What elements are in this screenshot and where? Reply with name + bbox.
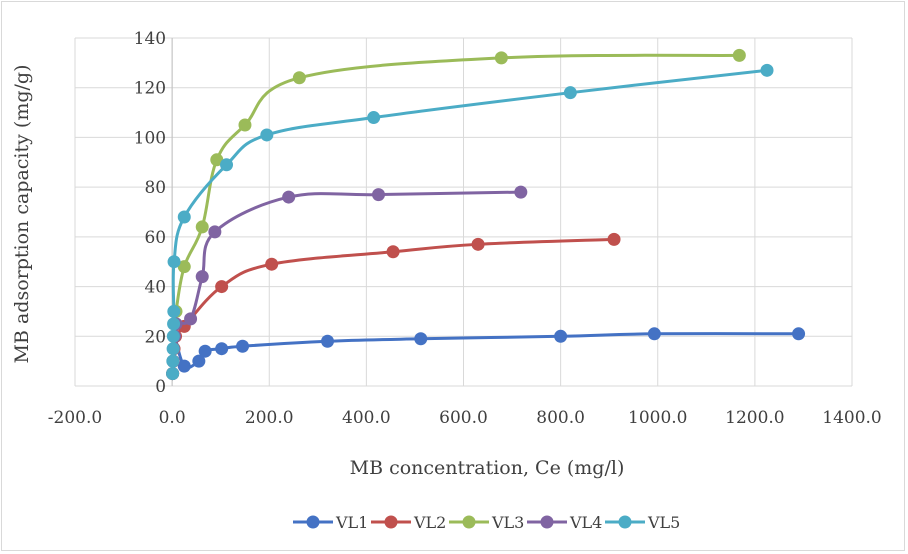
series-line bbox=[171, 332, 799, 374]
legend-marker bbox=[306, 515, 320, 529]
data-point bbox=[372, 188, 386, 202]
data-point bbox=[184, 312, 198, 326]
legend-item-vl5: VL5 bbox=[605, 513, 680, 532]
data-point bbox=[177, 359, 191, 373]
data-point bbox=[208, 225, 222, 239]
y-tick-label: 60 bbox=[144, 228, 166, 248]
y-tick-label: 20 bbox=[144, 327, 166, 347]
data-point bbox=[386, 245, 400, 259]
y-tick-label: 80 bbox=[144, 178, 166, 198]
x-tick-label: 0.0 bbox=[159, 408, 186, 428]
x-tick-label: 400.0 bbox=[342, 408, 391, 428]
series-layer bbox=[166, 48, 806, 381]
data-point bbox=[166, 367, 180, 381]
legend-label: VL2 bbox=[413, 513, 446, 532]
data-point bbox=[292, 71, 306, 85]
data-point bbox=[236, 339, 250, 353]
data-point bbox=[732, 48, 746, 62]
series-line bbox=[171, 53, 740, 374]
series-line bbox=[171, 68, 768, 374]
series-vl5 bbox=[166, 63, 774, 381]
data-point bbox=[494, 51, 508, 65]
legend-marker bbox=[618, 515, 632, 529]
data-point bbox=[607, 232, 621, 246]
y-tick-label: 40 bbox=[144, 278, 166, 298]
data-point bbox=[177, 210, 191, 224]
data-point bbox=[514, 185, 528, 199]
legend-marker bbox=[462, 515, 476, 529]
data-point bbox=[563, 86, 577, 100]
data-point bbox=[192, 354, 206, 368]
legend-label: VL5 bbox=[647, 513, 680, 532]
data-point bbox=[198, 344, 212, 358]
series-vl2 bbox=[166, 232, 621, 381]
data-point bbox=[238, 118, 252, 132]
data-point bbox=[260, 128, 274, 142]
legend-label: VL3 bbox=[491, 513, 524, 532]
x-tick-labels: -200.0 0.0 200.0 400.0 600.0 800.0 1000.0 1200.… bbox=[48, 408, 882, 428]
legend: VL1 VL2 VL3 VL4 VL5 bbox=[293, 513, 680, 532]
y-tick-labels: 0 20 40 60 80 100 120 140 bbox=[134, 29, 166, 397]
legend-item-vl1: VL1 bbox=[293, 513, 368, 532]
data-point bbox=[414, 332, 428, 346]
x-tick-label: 1400.0 bbox=[822, 408, 881, 428]
data-point bbox=[166, 329, 180, 343]
data-point bbox=[265, 257, 279, 271]
x-axis-title: MB concentration, Ce (mg/l) bbox=[350, 457, 625, 479]
data-point bbox=[166, 354, 180, 368]
legend-item-vl2: VL2 bbox=[371, 513, 446, 532]
x-tick-label: 800.0 bbox=[536, 408, 585, 428]
data-point bbox=[282, 190, 296, 204]
data-point bbox=[195, 270, 209, 284]
data-point bbox=[647, 327, 661, 341]
y-tick-label: 100 bbox=[134, 128, 166, 148]
x-tick-label: 200.0 bbox=[245, 408, 294, 428]
x-tick-label: 600.0 bbox=[439, 408, 488, 428]
legend-label: VL4 bbox=[569, 513, 602, 532]
data-point bbox=[167, 304, 181, 318]
series-line bbox=[171, 237, 615, 374]
data-point bbox=[215, 342, 229, 356]
data-point bbox=[167, 317, 181, 331]
legend-label: VL1 bbox=[335, 513, 368, 532]
data-point bbox=[471, 237, 485, 251]
data-point bbox=[215, 280, 229, 294]
x-tick-label: 1000.0 bbox=[628, 408, 687, 428]
y-axis-title: MB adsorption capacity (mg/g) bbox=[11, 65, 33, 364]
legend-item-vl4: VL4 bbox=[527, 513, 602, 532]
data-point bbox=[792, 327, 806, 341]
data-point bbox=[166, 342, 180, 356]
y-tick-label: 120 bbox=[134, 79, 166, 99]
series-vl1 bbox=[166, 327, 806, 381]
data-point bbox=[167, 255, 181, 269]
legend-marker bbox=[540, 515, 554, 529]
data-point bbox=[195, 220, 209, 234]
y-tick-label: 140 bbox=[134, 29, 166, 49]
legend-marker bbox=[384, 515, 398, 529]
x-tick-label: 1200.0 bbox=[725, 408, 784, 428]
data-point bbox=[177, 260, 191, 274]
y-tick-label: 0 bbox=[155, 377, 166, 397]
legend-item-vl3: VL3 bbox=[449, 513, 524, 532]
data-point bbox=[210, 153, 224, 167]
data-point bbox=[321, 334, 335, 348]
data-point bbox=[760, 63, 774, 77]
data-point bbox=[367, 111, 381, 125]
x-tick-label: -200.0 bbox=[48, 408, 102, 428]
data-point bbox=[554, 329, 568, 343]
data-point bbox=[220, 158, 234, 172]
